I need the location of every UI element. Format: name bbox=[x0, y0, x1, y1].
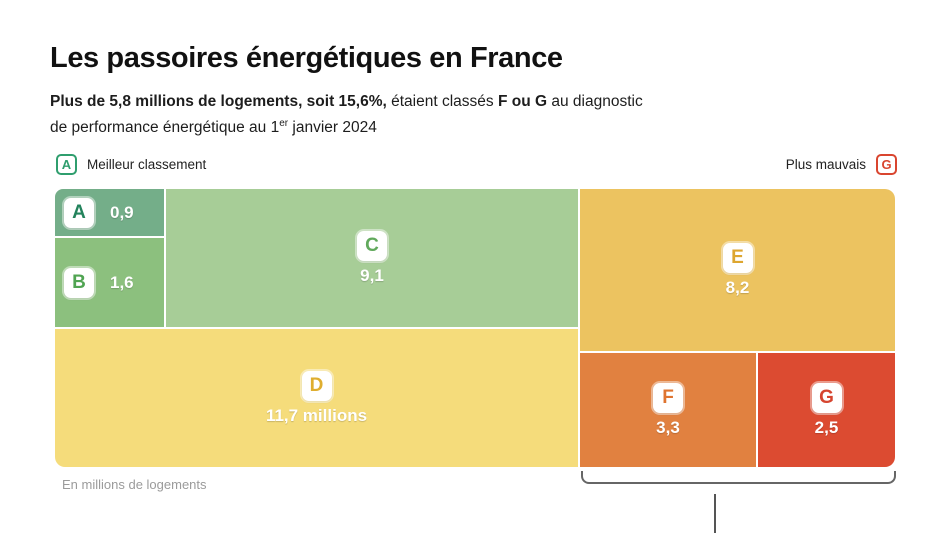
block-g-value: 2,5 bbox=[814, 417, 839, 437]
treemap-block-e: E 8,2 bbox=[580, 189, 895, 351]
class-c-badge-icon: C bbox=[357, 230, 387, 261]
class-b-badge-icon: B bbox=[64, 267, 94, 298]
treemap-block-g: G 2,5 bbox=[758, 353, 895, 467]
class-a-badge-icon: A bbox=[64, 197, 94, 228]
fg-group-connector-line bbox=[714, 494, 716, 533]
subtitle: Plus de 5,8 millions de logements, soit … bbox=[50, 91, 643, 139]
treemap-block-f: F 3,3 bbox=[580, 353, 756, 467]
page-title: Les passoires énergétiques en France bbox=[50, 42, 563, 74]
block-d-value: 11,7 millions bbox=[265, 405, 368, 425]
class-g-badge-icon: G bbox=[876, 154, 897, 175]
block-f-value: 3,3 bbox=[656, 417, 680, 437]
subtitle-line-2: de performance énergétique au 1er janvie… bbox=[50, 118, 377, 137]
block-e-value: 8,2 bbox=[725, 277, 750, 297]
class-g-badge-icon: G bbox=[811, 382, 842, 413]
treemap-block-d: D 11,7 millions bbox=[55, 329, 578, 467]
treemap-chart: A 0,9 B 1,6 C 9,1 E 8,2 D 11,7 millions … bbox=[55, 189, 895, 467]
subtitle-line-1: Plus de 5,8 millions de logements, soit … bbox=[50, 93, 643, 110]
class-f-badge-icon: F bbox=[653, 382, 683, 413]
legend-worst: Plus mauvais G bbox=[786, 154, 897, 175]
legend-best-label: Meilleur classement bbox=[87, 157, 207, 172]
fg-group-bracket bbox=[581, 471, 896, 484]
treemap-block-b: B 1,6 bbox=[55, 238, 164, 327]
block-b-value: 1,6 bbox=[110, 272, 134, 292]
block-a-value: 0,9 bbox=[110, 202, 134, 222]
block-c-value: 9,1 bbox=[360, 265, 384, 285]
unit-footnote: En millions de logements bbox=[62, 477, 207, 492]
class-d-badge-icon: D bbox=[301, 370, 332, 401]
treemap-block-c: C 9,1 bbox=[166, 189, 578, 327]
treemap-block-a: A 0,9 bbox=[55, 189, 164, 236]
class-e-badge-icon: E bbox=[722, 242, 753, 273]
legend-worst-label: Plus mauvais bbox=[785, 157, 866, 172]
legend-best: A Meilleur classement bbox=[56, 154, 206, 175]
class-a-badge-icon: A bbox=[56, 154, 77, 175]
